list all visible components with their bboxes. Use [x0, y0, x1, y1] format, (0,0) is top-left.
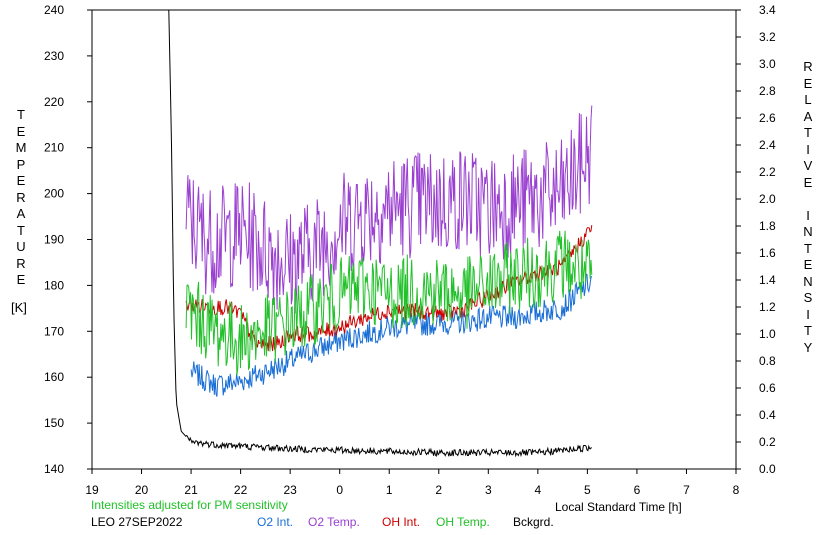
legend-item-o2-int: O2 Int.: [257, 515, 294, 529]
sensitivity-note: Intensities adjusted for PM sensitivity: [91, 498, 288, 512]
x-tick-label: 4: [535, 483, 542, 497]
left-tick-label: 170: [44, 324, 64, 338]
right-tick-label: 2.0: [759, 192, 776, 206]
right-tick-label: 0.0: [759, 462, 776, 476]
axis-label-letter: T: [804, 240, 812, 256]
left-tick-label: 190: [44, 233, 64, 247]
x-tick-label: 2: [435, 483, 442, 497]
right-tick-label: 3.4: [759, 3, 776, 17]
left-tick-label: 160: [44, 370, 64, 384]
right-tick-label: 1.8: [759, 219, 776, 233]
legend-item-oh-int: OH Int.: [382, 515, 421, 529]
x-tick-label: 8: [733, 483, 740, 497]
right-tick-label: 0.6: [759, 381, 776, 395]
x-tick-label: 21: [184, 483, 198, 497]
axis-label-letter: M: [15, 140, 27, 155]
legend-item-oh-temp: OH Temp.: [436, 515, 490, 529]
x-axis-label: Local Standard Time [h]: [555, 500, 682, 514]
left-tick-label: 210: [44, 141, 64, 155]
axis-label-letter: Y: [803, 339, 813, 355]
left-tick-label: 240: [44, 3, 64, 17]
series-line-o2-temp: [185, 105, 593, 314]
x-tick-label: 1: [386, 483, 393, 497]
axis-label-letter: E: [16, 272, 26, 287]
right-tick-label: 0.2: [759, 435, 776, 449]
left-tick-label: 180: [44, 278, 64, 292]
series-line-o2-int: [190, 273, 592, 397]
right-tick-label: 1.2: [759, 300, 776, 314]
right-tick-label: 3.2: [759, 30, 776, 44]
right-tick-label: 3.0: [759, 57, 776, 71]
x-tick-label: 5: [584, 483, 591, 497]
axis-label-letter: R: [16, 189, 26, 205]
axis-label-letter: N: [803, 224, 813, 239]
axis-label-letter: N: [803, 273, 813, 289]
right-tick-label: 0.4: [759, 408, 776, 422]
axis-label-letter: T: [804, 323, 812, 338]
axis-label-letter: U: [16, 239, 26, 254]
x-tick-label: 20: [135, 483, 149, 497]
axis-label-letter: [801, 191, 815, 208]
x-tick-label: 23: [283, 483, 297, 497]
axis-label-letter: T: [804, 125, 812, 140]
left-tick-label: 140: [44, 462, 64, 476]
axis-label-letter: E: [803, 174, 813, 190]
left-tick-label: 150: [44, 416, 64, 430]
right-tick-label: 2.6: [759, 111, 776, 125]
axis-label-letter: T: [17, 107, 25, 122]
axis-label-letter: L: [804, 92, 812, 107]
axis-label-letter: E: [803, 257, 813, 272]
left-tick-label: 220: [44, 95, 64, 109]
axis-label-letter: E: [803, 75, 813, 91]
x-tick-label: 3: [485, 483, 492, 497]
right-tick-label: 2.4: [759, 138, 776, 152]
right-tick-label: 0.8: [759, 354, 776, 368]
series-line-oh-temp: [185, 230, 593, 376]
legend-item-bckgrd: Bckgrd.: [513, 515, 554, 529]
x-tick-label: 7: [683, 483, 690, 497]
right-tick-label: 1.0: [759, 327, 776, 341]
axis-label-letter: V: [803, 158, 813, 173]
axis-label-letter: E: [16, 123, 26, 139]
axis-label-letter: I: [806, 306, 810, 322]
right-tick-label: 1.4: [759, 273, 776, 287]
right-tick-label: 1.6: [759, 246, 776, 260]
axis-label-letter: I: [806, 141, 810, 157]
axis-label-letter: P: [16, 156, 26, 172]
axis-label-letter: S: [803, 290, 813, 305]
legend-item-o2-temp: O2 Temp.: [308, 515, 360, 529]
axis-label-letter: E: [16, 173, 26, 188]
series-line-oh-int: [185, 225, 593, 352]
right-tick-label: 2.2: [759, 165, 776, 179]
left-tick-label: 230: [44, 49, 64, 63]
left-tick-label: 200: [44, 187, 64, 201]
left-axis-unit: [K]: [11, 300, 27, 315]
axis-label-letter: R: [16, 255, 26, 271]
series-line-bckgrd: [168, 9, 592, 458]
x-tick-label: 0: [336, 483, 343, 497]
axis-label-letter: A: [803, 108, 813, 124]
x-tick-label: 22: [234, 483, 248, 497]
axis-label-letter: T: [17, 222, 25, 238]
axis-label-letter: R: [803, 59, 813, 74]
station-date: LEO 27SEP2022: [91, 515, 183, 529]
axis-label-letter: I: [806, 207, 810, 223]
axis-label-letter: A: [16, 206, 26, 221]
right-tick-label: 2.8: [759, 84, 776, 98]
x-tick-label: 6: [634, 483, 641, 497]
x-tick-label: 19: [85, 483, 99, 497]
